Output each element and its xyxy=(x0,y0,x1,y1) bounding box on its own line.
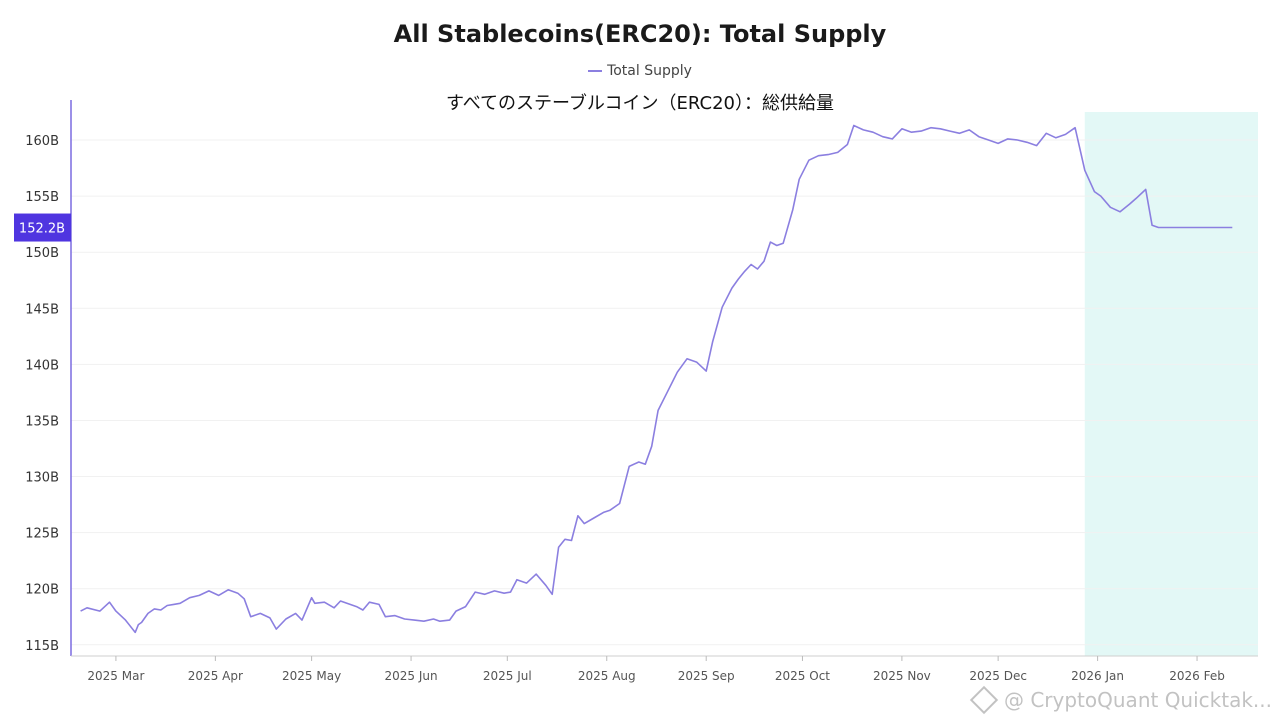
series-line-total-supply xyxy=(80,124,1233,634)
x-tick-label: 2025 Sep xyxy=(678,669,735,683)
cryptoquant-logo-icon xyxy=(969,685,999,715)
watermark-text: @ CryptoQuant Quicktak... xyxy=(1003,688,1272,712)
x-tick-label: 2026 Jan xyxy=(1071,669,1124,683)
x-tick-label: 2025 Oct xyxy=(775,669,830,683)
chart-title: All Stablecoins(ERC20): Total Supply xyxy=(393,20,887,48)
x-tick-label: 2025 Jul xyxy=(483,669,532,683)
y-tick-label: 125B xyxy=(25,527,59,542)
chart-subtitle: すべてのステーブルコイン（ERC20）：総供給量 xyxy=(445,93,835,114)
current-value-layer: 152.2B xyxy=(14,213,71,242)
current-value-badge xyxy=(14,213,71,242)
y-tick-label: 155B xyxy=(25,190,59,205)
series-layer xyxy=(80,124,1233,634)
x-tick-label: 2025 Jun xyxy=(385,669,438,683)
x-tick-label: 2026 Feb xyxy=(1169,669,1225,683)
y-tick-label: 130B xyxy=(25,471,59,486)
highlight-rect xyxy=(1084,112,1258,656)
current-value-label: 152.2B xyxy=(19,222,65,237)
y-tick-label: 150B xyxy=(25,246,59,261)
y-tick-label: 115B xyxy=(25,639,59,654)
y-tick-label: 120B xyxy=(25,583,59,598)
x-tick-label: 2025 Aug xyxy=(578,669,636,683)
y-tick-label: 140B xyxy=(25,358,59,373)
chart-legend[interactable]: Total Supply xyxy=(0,63,1280,79)
legend-label-total-supply[interactable]: Total Supply xyxy=(607,63,692,79)
y-tick-label: 160B xyxy=(25,134,59,149)
x-tick-label: 2025 May xyxy=(282,669,341,683)
highlight-region xyxy=(1084,112,1258,656)
legend-line-swatch xyxy=(588,70,603,72)
x-tick-label: 2025 Mar xyxy=(87,669,144,683)
x-tick-label: 2025 Apr xyxy=(188,669,243,683)
x-tick-label: 2025 Dec xyxy=(969,669,1027,683)
watermark: @ CryptoQuant Quicktak... xyxy=(969,685,1272,715)
y-tick-label: 135B xyxy=(25,414,59,429)
y-tick-label: 145B xyxy=(25,302,59,317)
grid-lines xyxy=(71,139,1258,646)
x-tick-label: 2025 Nov xyxy=(873,669,931,683)
axes: 115B 120B 125B 130B 135B 140B 145B 150B 155B 160B… xyxy=(25,100,1258,683)
